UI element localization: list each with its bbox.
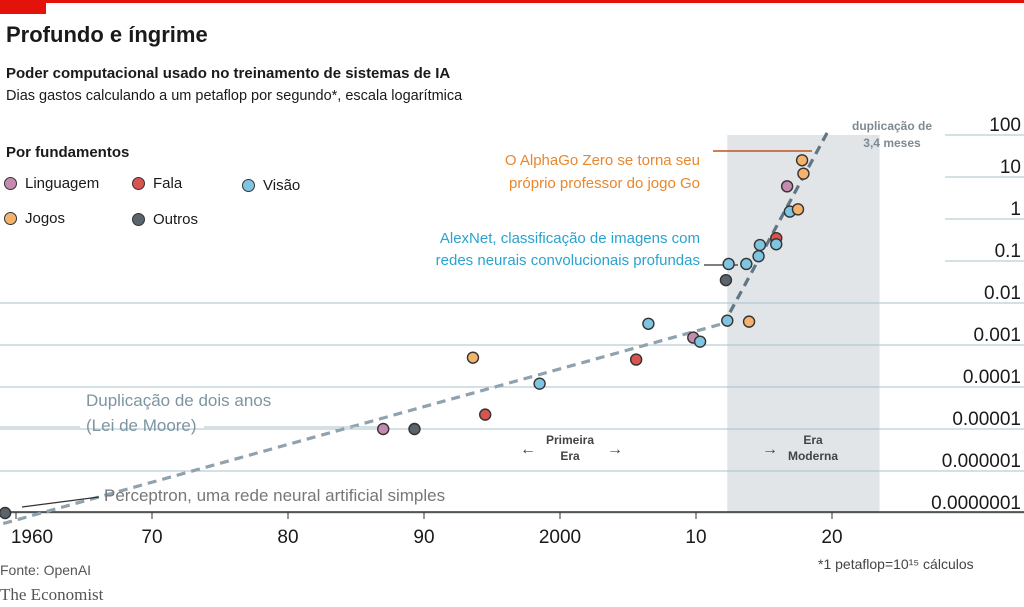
era-label: Moderna	[788, 449, 838, 463]
alexnet-annotation: redes neurais convolucionais profundas	[436, 252, 700, 269]
legend-swatch	[132, 177, 145, 190]
x-tick-label: 2000	[539, 527, 581, 548]
arrow-left-icon: ←	[520, 441, 536, 458]
legend-item-jogos: Jogos	[4, 210, 65, 227]
data-point	[629, 353, 643, 366]
data-point	[742, 315, 756, 328]
era-label: Era	[560, 449, 580, 463]
data-point	[479, 408, 492, 421]
era-label: Era	[803, 433, 823, 447]
y-tick-label: 0.001	[973, 325, 1021, 346]
footnote: *1 petaflop=10¹⁵ cálculos	[818, 556, 974, 572]
brand-logo: The Economist	[0, 585, 104, 604]
alphago-annotation: próprio professor do jogo Go	[509, 175, 700, 192]
arrow-right-icon: →	[762, 441, 778, 458]
data-point	[722, 257, 735, 271]
data-point	[377, 422, 390, 436]
data-point	[719, 273, 733, 287]
y-tick-label: 10	[1000, 157, 1021, 178]
moore-trend-label: Duplicação de dois anos	[86, 391, 271, 410]
y-tick-label: 0.0000001	[931, 493, 1021, 514]
data-point	[791, 203, 805, 216]
legend-item-visao: Visão	[242, 177, 300, 194]
data-point	[795, 154, 809, 167]
legend-label: Jogos	[25, 210, 66, 227]
modern-trend-label: duplicação de	[852, 119, 932, 133]
legend-label: Outros	[153, 211, 199, 228]
legend-item-linguagem: Linguagem	[4, 175, 99, 192]
era-label: Primeira	[546, 433, 594, 447]
y-tick-label: 0.000001	[942, 451, 1021, 472]
perceptron-leader	[21, 496, 100, 508]
y-tick-label: 0.00001	[952, 409, 1021, 430]
brand-bar	[0, 0, 1024, 3]
data-point	[752, 250, 765, 263]
y-tick-label: 1	[1010, 199, 1021, 220]
data-point	[780, 180, 794, 193]
moore-trend-label: (Lei de Moore)	[86, 416, 197, 435]
x-tick-label: 80	[277, 527, 298, 548]
x-tick-label: 70	[141, 527, 162, 548]
perceptron-annotation: Perceptron, uma rede neural artificial s…	[104, 486, 445, 505]
y-tick-label: 0.01	[984, 283, 1021, 304]
data-point	[753, 238, 767, 252]
chart-title: Profundo e íngrime	[6, 22, 208, 47]
y-tick-label: 0.1	[995, 241, 1021, 262]
legend-label: Fala	[153, 175, 183, 192]
chart-subtitle: Poder computacional usado no treinamento…	[6, 65, 451, 82]
alexnet-annotation: AlexNet, classificação de imagens com	[440, 230, 700, 247]
legend-label: Linguagem	[25, 175, 100, 192]
data-point	[408, 422, 421, 436]
alphago-annotation: O AlphaGo Zero se torna seu	[505, 152, 700, 169]
data-point	[693, 335, 707, 348]
x-tick-label: 10	[685, 527, 706, 548]
legend-swatch	[4, 177, 17, 190]
data-point	[0, 506, 12, 520]
y-tick-label: 100	[989, 115, 1021, 136]
data-point	[770, 238, 783, 251]
chart-description: Dias gastos calculando a um petaflop por…	[6, 88, 463, 104]
data-point	[721, 314, 734, 327]
x-tick-label: 1960	[11, 527, 53, 548]
brand-tag	[0, 0, 46, 14]
legend-swatch	[242, 179, 255, 192]
legend-swatch	[132, 213, 145, 226]
x-tick-label: 90	[413, 527, 434, 548]
legend-item-outros: Outros	[132, 211, 198, 228]
moore-trend-line	[0, 320, 731, 527]
data-point	[466, 351, 480, 364]
data-point	[642, 317, 655, 330]
legend-title: Por fundamentos	[6, 144, 130, 161]
data-point	[797, 167, 810, 180]
legend-swatch	[4, 212, 17, 225]
x-tick-label: 20	[821, 527, 842, 548]
arrow-right-icon: →	[607, 441, 623, 458]
modern-trend-label: 3,4 meses	[863, 136, 921, 150]
legend-label: Visão	[263, 177, 301, 194]
source-note: Fonte: OpenAI	[0, 562, 92, 578]
legend-item-fala: Fala	[132, 175, 182, 192]
y-tick-label: 0.0001	[963, 367, 1021, 388]
data-point	[740, 257, 753, 271]
data-point	[533, 377, 546, 390]
modern-trend-line	[728, 128, 831, 314]
